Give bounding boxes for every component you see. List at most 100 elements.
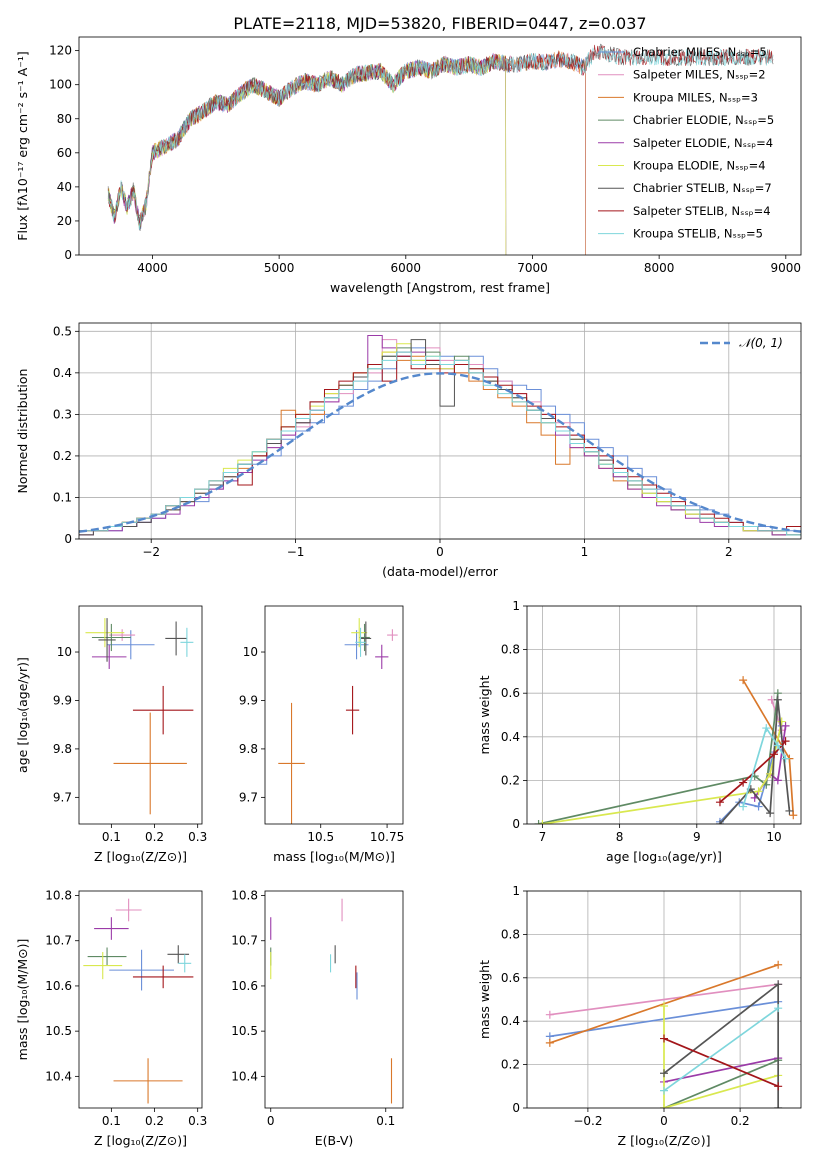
weight-point: [773, 741, 782, 750]
x-tick-label: 10.75: [370, 830, 404, 844]
y-tick-label: 0.2: [53, 449, 72, 463]
histogram-step: [79, 351, 801, 536]
x-tick-label: 0.2: [145, 1114, 164, 1128]
age-vs-z-plot-area: [85, 618, 194, 815]
weight-point: [660, 1034, 668, 1043]
x-axis-label: (data-model)/error: [382, 564, 499, 579]
legend-entry: Kroupa MILES, Nₛₛₚ=3: [633, 90, 758, 104]
x-axis-label: mass [log₁₀(M/M⊙)]: [273, 849, 395, 864]
y-tick-label: 9.7: [53, 790, 72, 804]
spectrum-line: [107, 45, 774, 230]
y-tick-label: 10.4: [231, 1069, 258, 1083]
y-tick-label: 10: [57, 645, 72, 659]
y-tick-label: 9.9: [239, 693, 258, 707]
legend-entry: Chabrier ELODIE, Nₛₛₚ=5: [633, 113, 774, 127]
y-axis-label: Flux [fλ10⁻¹⁷ erg cm⁻² s⁻¹ A⁻¹]: [15, 51, 30, 240]
y-tick-label: 9.7: [239, 790, 258, 804]
spectrum-plot-area: [107, 43, 774, 255]
x-tick-label: 10.5: [307, 830, 334, 844]
weight-point: [660, 1086, 668, 1095]
y-tick-label: 10.7: [231, 934, 258, 948]
y-tick-label: 40: [57, 180, 72, 194]
weight-point: [781, 721, 790, 730]
x-axis-label: Z [log₁₀(Z/Z⊙)]: [94, 849, 187, 864]
legend-entry: Chabrier STELIB, Nₛₛₚ=7: [633, 181, 772, 195]
axes-frame: [78, 605, 203, 825]
y-tick-label: 0: [64, 532, 72, 546]
y-axis-label: Normed distribution: [15, 369, 30, 494]
y-tick-label: 0.2: [501, 773, 520, 787]
weight-point: [715, 798, 724, 807]
normal-curve: [79, 372, 801, 533]
y-tick-label: 9.9: [53, 693, 72, 707]
legend-entry: Salpeter MILES, Nₛₛₚ=2: [633, 68, 766, 82]
axes-frame: [78, 322, 802, 540]
axes-frame: [526, 890, 802, 1109]
legend: Chabrier MILES, Nₛₛₚ=5 Salpeter MILES, Nₛ…: [598, 45, 774, 241]
x-tick-label: 7: [539, 830, 547, 844]
weight-line: [663, 1059, 779, 1108]
x-tick-label: 0.1: [376, 1114, 395, 1128]
weight-line: [538, 693, 779, 824]
mass-vs-ebv-plot-area: [270, 898, 393, 1104]
spectrum-panel: 4000 5000 6000 7000 8000 9000 0 20 40 60 80 100 120 w…: [15, 36, 802, 295]
x-axis-label: wavelength [Angstrom, rest frame]: [330, 280, 550, 295]
x-tick-label: 5000: [264, 261, 295, 275]
y-tick-label: 0.6: [501, 686, 520, 700]
y-tick-label: 0.8: [501, 643, 520, 657]
weight-point: [774, 1082, 783, 1091]
axes-frame: [78, 36, 802, 256]
figure-title: PLATE=2118, MJD=53820, FIBERID=0447, z=0…: [233, 14, 646, 33]
weight-point: [774, 1004, 783, 1013]
residuals-panel: −2 −1 0 1 2 0 0.1 0.2 0.3 0.4 0.5 (data-model)/erro…: [15, 322, 802, 579]
weight-line: [542, 721, 783, 824]
y-tick-label: 0: [512, 1101, 520, 1115]
y-tick-label: 10.8: [45, 889, 72, 903]
weight-point: [660, 1069, 668, 1078]
weight-point: [774, 980, 783, 989]
y-tick-label: 10.8: [231, 889, 258, 903]
weight-point: [715, 820, 724, 824]
y-tick-label: 60: [57, 146, 72, 160]
weight-point: [773, 776, 782, 785]
x-tick-label: 0: [660, 1114, 668, 1128]
x-tick-label: 1: [581, 545, 589, 559]
y-tick-label: 10.6: [231, 979, 258, 993]
weight-line: [742, 726, 787, 807]
weight-point: [754, 787, 763, 796]
y-tick-label: 0.5: [53, 324, 72, 338]
x-axis-label: Z [log₁₀(Z/Z⊙)]: [94, 1133, 187, 1148]
weight-point: [739, 778, 748, 787]
weight-point: [789, 811, 798, 820]
x-tick-label: 2: [725, 545, 733, 559]
y-tick-label: 10.5: [231, 1024, 258, 1038]
weight-point: [773, 695, 782, 704]
x-tick-label: 7000: [517, 261, 548, 275]
y-axis-label: mass [log₁₀(M/M⊙)]: [15, 939, 30, 1061]
weight-point: [762, 724, 771, 733]
age-vs-mass-plot-area: [278, 618, 398, 824]
x-tick-label: 0.3: [188, 830, 207, 844]
y-axis-label: mass weight: [477, 675, 492, 754]
x-tick-label: 4000: [137, 261, 168, 275]
weight-vs-age-panel: 7 8 9 10 0 0.2 0.4 0.6 0.8 1 age [log₁₀(age/yr)] ma…: [477, 599, 802, 864]
y-tick-label: 80: [57, 112, 72, 126]
legend-entry: 𝒩(0, 1): [739, 336, 783, 350]
y-tick-label: 0.4: [501, 730, 520, 744]
weight-point: [660, 1002, 668, 1011]
y-tick-label: 0: [64, 248, 72, 262]
x-tick-label: −0.2: [573, 1114, 602, 1128]
y-tick-label: 0.8: [501, 927, 520, 941]
x-tick-label: −2: [142, 545, 160, 559]
y-tick-label: 10.5: [45, 1024, 72, 1038]
y-tick-label: 0.4: [53, 366, 72, 380]
x-tick-label: 0.1: [102, 1114, 121, 1128]
y-tick-label: 1: [512, 884, 520, 898]
weight-vs-z-panel: −0.2 0 0.2 0 0.2 0.4 0.6 0.8 1 Z [log₁₀(Z/Z⊙)] mas…: [477, 884, 802, 1148]
weight-line: [742, 679, 795, 816]
y-tick-label: 0: [512, 817, 520, 831]
legend-entry: Kroupa STELIB, Nₛₛₚ=5: [633, 227, 763, 241]
weight-point: [766, 809, 775, 818]
y-tick-label: 10.7: [45, 934, 72, 948]
